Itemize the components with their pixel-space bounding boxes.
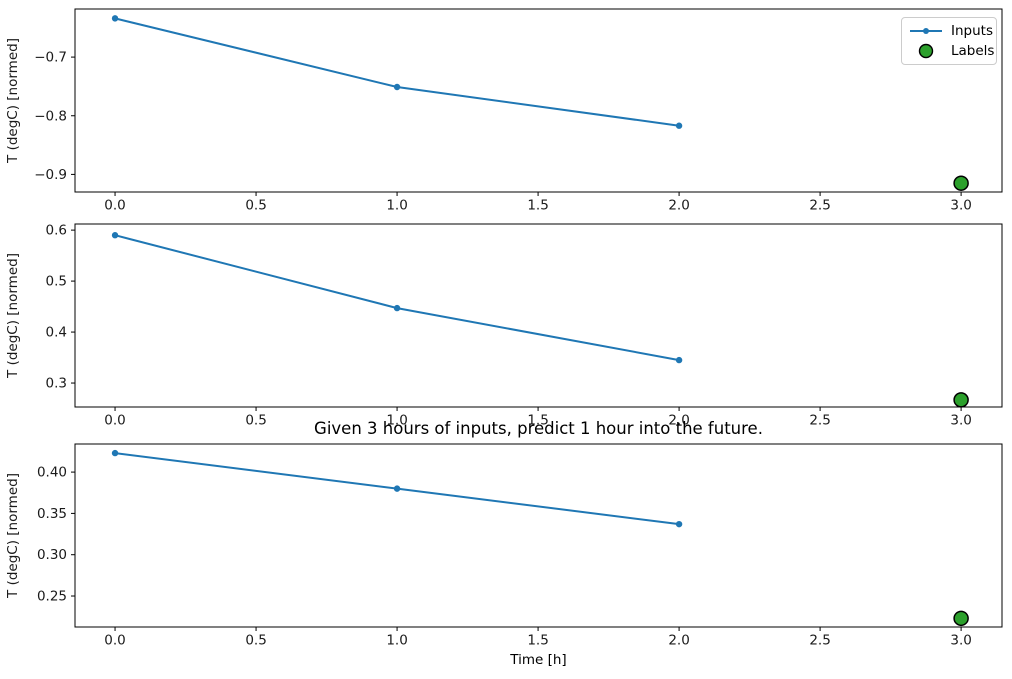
legend: Inputs Labels — [901, 17, 997, 65]
y-axis-label: T (degC) [normed] — [5, 473, 21, 599]
input-point — [393, 304, 401, 312]
x-tick-label: 1.5 — [527, 413, 548, 429]
x-tick-label: 2.0 — [668, 198, 689, 214]
labels-circle-icon — [918, 43, 934, 59]
x-tick-label: 2.5 — [809, 633, 830, 649]
legend-label-labels: Labels — [951, 43, 995, 59]
y-tick-label: 0.25 — [37, 589, 67, 605]
y-tick-label: 0.4 — [46, 325, 67, 341]
label-point — [953, 610, 969, 627]
subplot-3: 0.0 0.5 1.0 1.5 2.0 2.5 3.0 0.40 0.35 0.30 0.25 T (… — [5, 443, 1003, 649]
x-tick-label: 1.5 — [527, 633, 548, 649]
x-tick-label: 1.0 — [386, 198, 407, 214]
legend-item-inputs: Inputs — [908, 21, 993, 41]
input-point — [675, 356, 683, 364]
input-point — [111, 449, 119, 457]
input-point — [675, 520, 683, 528]
x-tick-label: 2.5 — [809, 413, 830, 429]
x-tick-label: 2.0 — [668, 633, 689, 649]
y-tick-label: 0.40 — [37, 465, 67, 481]
y-tick-label: 0.30 — [37, 547, 67, 563]
axes-border — [74, 223, 1003, 408]
inputs-line — [114, 17, 681, 127]
x-tick-label: 0.0 — [104, 413, 125, 429]
x-tick-label: 0.5 — [245, 633, 266, 649]
x-tick-label: 3.0 — [950, 633, 971, 649]
y-tick-label: 0.3 — [46, 376, 67, 392]
legend-item-labels: Labels — [908, 41, 994, 61]
x-tick-label: 1.0 — [386, 413, 407, 429]
input-point — [675, 122, 683, 129]
x-tick-label: 0.5 — [245, 413, 266, 429]
x-tick-label: 1.5 — [527, 198, 548, 214]
y-tick-label: 0.6 — [46, 223, 67, 239]
x-axis-label: Time [h] — [510, 652, 567, 668]
y-tick-label: 0.5 — [46, 274, 67, 290]
input-point — [111, 232, 119, 239]
inputs-line — [114, 234, 681, 362]
x-tick-label: 0.5 — [245, 198, 266, 214]
subplot-2: 0.0 0.5 1.0 1.5 2.0 2.5 3.0 0.6 0.5 0.4 0.3 T (degC… — [5, 223, 1003, 429]
axes-border — [74, 443, 1003, 628]
y-axis-label: T (degC) [normed] — [5, 253, 21, 379]
x-tick-label: 3.0 — [950, 198, 971, 214]
label-point — [953, 175, 969, 191]
y-tick-label: 0.35 — [37, 506, 67, 522]
x-tick-label: 0.0 — [104, 633, 125, 649]
x-tick-label: 3.0 — [950, 413, 971, 429]
y-tick-label: −0.8 — [34, 108, 67, 124]
input-point — [393, 485, 401, 492]
input-point — [111, 15, 119, 22]
x-tick-label: 2.0 — [668, 413, 689, 429]
x-tick-label: 0.0 — [104, 198, 125, 214]
label-point — [953, 392, 969, 408]
legend-label-inputs: Inputs — [951, 23, 993, 39]
axes-border — [74, 8, 1003, 193]
subplot-1: 0.0 0.5 1.0 1.5 2.0 2.5 3.0 −0.7 −0.8 −0.9 T (degC… — [5, 8, 1003, 214]
y-tick-label: −0.7 — [34, 50, 67, 66]
y-axis-label: T (degC) [normed] — [5, 38, 21, 164]
inputs-line-icon — [910, 28, 942, 34]
y-tick-label: −0.9 — [34, 167, 67, 183]
x-tick-label: 2.5 — [809, 198, 830, 214]
x-tick-label: 1.0 — [386, 633, 407, 649]
input-point — [393, 83, 401, 91]
